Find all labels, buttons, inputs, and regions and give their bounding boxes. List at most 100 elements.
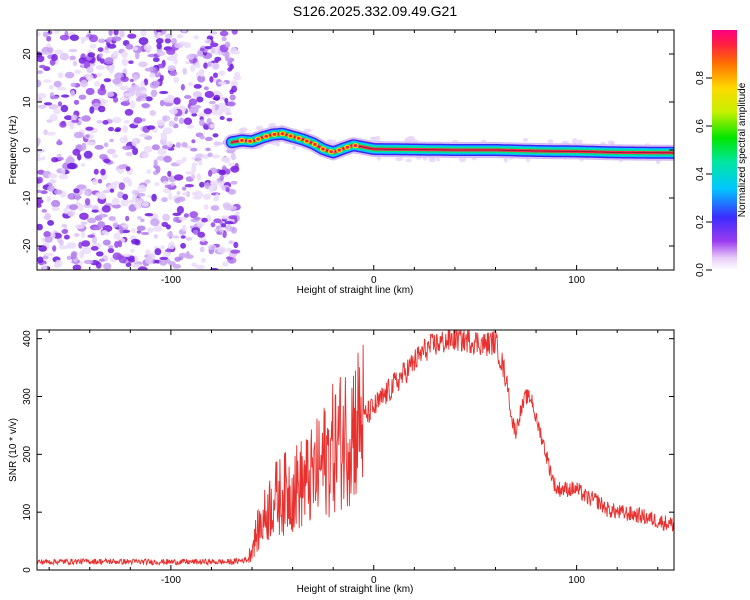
noise-blob — [230, 80, 239, 88]
noise-blob — [155, 38, 164, 44]
noise-blob — [209, 31, 218, 35]
noise-blob — [230, 165, 240, 173]
noise-blob — [199, 181, 205, 188]
halo-blob — [374, 135, 381, 142]
noise-blob — [141, 231, 150, 236]
noise-blob — [234, 211, 240, 216]
noise-blob — [188, 81, 193, 87]
noise-blob — [54, 259, 63, 268]
noise-blob — [213, 90, 221, 95]
noise-blob — [226, 107, 231, 114]
noise-blob — [120, 199, 130, 207]
noise-blob — [193, 35, 200, 40]
noise-blob — [65, 156, 75, 165]
noise-blob — [98, 213, 108, 218]
noise-blob — [150, 89, 158, 98]
noise-blob — [203, 86, 209, 91]
noise-blob — [203, 62, 208, 69]
noise-blob — [69, 34, 79, 41]
noise-blob — [41, 51, 51, 55]
noise-blob — [112, 50, 119, 57]
y-tick-label: 10 — [22, 96, 33, 108]
noise-blob — [168, 261, 176, 266]
noise-blob — [190, 147, 198, 152]
noise-blob — [234, 71, 241, 78]
spectrogram-ylabel: Frequency (Hz) — [8, 116, 19, 185]
noise-blob — [224, 221, 234, 225]
noise-blob — [42, 263, 48, 270]
y-tick-label: 300 — [22, 388, 33, 405]
noise-blob — [57, 101, 63, 107]
noise-blob — [127, 33, 137, 39]
noise-blob — [99, 193, 106, 200]
noise-blob — [125, 151, 133, 157]
noise-blob — [199, 246, 205, 253]
noise-blob — [218, 169, 227, 176]
noise-blob — [44, 252, 55, 257]
noise-blob — [211, 103, 216, 112]
noise-blob — [169, 108, 178, 115]
halo-blob — [422, 157, 428, 161]
noise-blob — [119, 226, 124, 234]
noise-blob — [208, 244, 217, 250]
noise-blob — [170, 182, 176, 187]
noise-blob — [144, 67, 154, 72]
noise-blob — [53, 108, 61, 115]
noise-blob — [92, 178, 99, 185]
noise-blob — [66, 255, 72, 261]
noise-blob — [227, 205, 237, 211]
halo-blob — [292, 145, 297, 150]
noise-blob — [203, 204, 209, 211]
noise-blob — [191, 139, 196, 144]
noise-blob — [196, 173, 202, 181]
noise-blob — [91, 209, 99, 213]
noise-blob — [184, 60, 191, 65]
snr-ylabel: SNR (10 * v/v) — [8, 418, 19, 482]
halo-blob — [571, 138, 578, 144]
noise-blob — [171, 38, 177, 45]
noise-blob — [149, 72, 156, 78]
noise-blob — [122, 145, 132, 151]
noise-blob — [190, 64, 196, 72]
noise-blob — [37, 198, 44, 205]
noise-blob — [227, 101, 236, 107]
noise-blob — [43, 102, 53, 106]
noise-blob — [125, 166, 131, 172]
noise-blob — [124, 108, 134, 116]
noise-blob — [225, 224, 233, 232]
noise-blob — [227, 67, 233, 72]
noise-blob — [163, 155, 172, 163]
noise-blob — [107, 247, 115, 254]
noise-blob — [162, 115, 171, 122]
noise-blob — [79, 250, 85, 259]
noise-blob — [132, 147, 139, 156]
noise-blob — [143, 145, 153, 153]
noise-blob — [204, 182, 211, 190]
noise-blob — [64, 115, 73, 121]
noise-blob — [167, 170, 172, 177]
noise-blob — [183, 42, 192, 49]
noise-blob — [86, 66, 94, 74]
noise-blob — [101, 205, 111, 213]
noise-blob — [84, 198, 91, 206]
noise-blob — [44, 212, 51, 221]
noise-blob — [184, 184, 194, 188]
noise-blob — [197, 75, 206, 83]
noise-blob — [48, 84, 54, 90]
noise-blob — [162, 213, 171, 222]
noise-blob — [183, 95, 192, 99]
noise-blob — [90, 246, 99, 251]
noise-blob — [41, 156, 46, 161]
noise-blob — [61, 168, 66, 175]
noise-blob — [218, 70, 226, 76]
noise-blob — [175, 159, 184, 165]
y-tick-label: -20 — [22, 238, 33, 253]
y-tick-label: -10 — [22, 190, 33, 205]
noise-blob — [83, 259, 94, 265]
noise-blob — [160, 245, 165, 250]
noise-blob — [233, 241, 239, 249]
noise-blob — [162, 188, 172, 194]
noise-blob — [54, 49, 64, 55]
